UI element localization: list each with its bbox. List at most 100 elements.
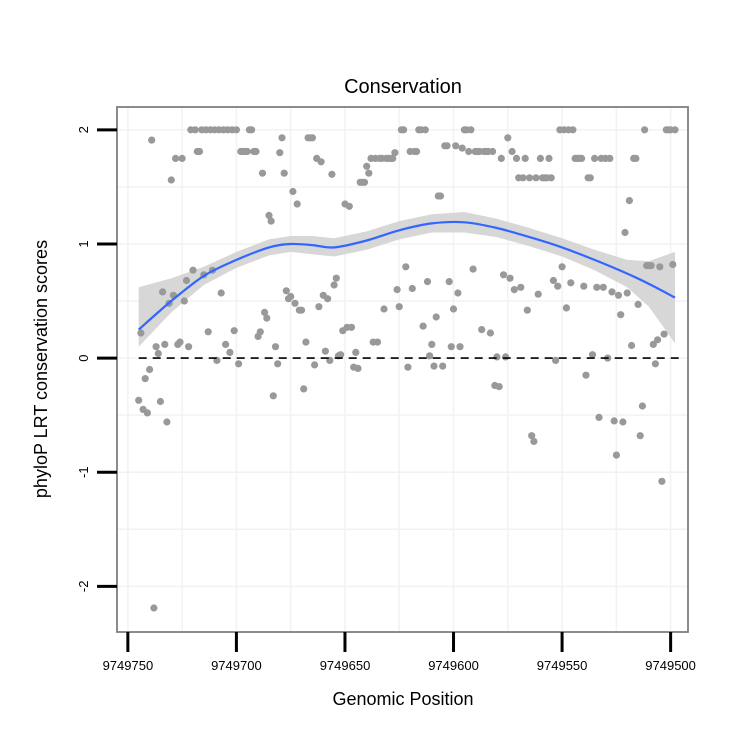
data-point — [608, 288, 616, 296]
data-point — [226, 348, 234, 356]
data-point — [486, 329, 494, 337]
data-point — [549, 276, 558, 285]
data-point — [402, 263, 410, 271]
data-point — [504, 134, 512, 142]
data-point — [628, 341, 636, 350]
data-point — [389, 154, 397, 162]
x-tick-label: 9749550 — [537, 658, 588, 673]
data-point — [332, 274, 340, 282]
data-point — [345, 202, 353, 210]
data-point — [465, 147, 473, 156]
data-point — [569, 126, 577, 134]
data-point — [651, 360, 660, 368]
data-point — [311, 361, 319, 369]
data-point — [445, 278, 453, 286]
data-point — [660, 330, 668, 338]
data-point — [636, 432, 644, 440]
data-point — [176, 338, 184, 346]
data-point — [308, 134, 316, 142]
x-tick-label: 9749500 — [645, 658, 696, 673]
y-axis-label: phyloP LRT conservation scores — [31, 240, 51, 498]
data-point — [497, 154, 505, 162]
data-point — [554, 282, 562, 290]
data-point — [519, 174, 527, 182]
data-point — [232, 126, 240, 134]
data-point — [352, 348, 360, 356]
data-point — [293, 200, 301, 208]
data-point — [610, 417, 618, 425]
data-point — [558, 263, 566, 271]
data-point — [432, 313, 440, 321]
data-point — [467, 126, 475, 134]
chart-title: Conservation — [344, 76, 462, 98]
data-point — [593, 283, 601, 291]
data-point — [167, 176, 175, 184]
data-point — [567, 279, 575, 287]
data-point — [274, 360, 282, 368]
data-point — [586, 174, 594, 182]
y-tick-label: 1 — [76, 240, 91, 247]
plot-area: -2 -1 0 1 2 9749750 9749700 9749650 9749600 97495… — [76, 106, 696, 673]
data-point — [146, 365, 154, 374]
data-point — [421, 126, 429, 134]
data-point — [649, 340, 657, 348]
data-point — [419, 322, 427, 330]
data-point — [436, 192, 445, 200]
data-point — [423, 278, 432, 286]
data-point — [612, 451, 621, 459]
data-point — [599, 283, 607, 291]
data-point — [606, 154, 614, 162]
data-point — [647, 262, 655, 270]
data-point — [430, 362, 438, 370]
data-point — [658, 477, 666, 485]
data-point — [315, 303, 323, 311]
data-point — [413, 147, 421, 156]
data-point — [656, 263, 664, 271]
panel-border — [116, 106, 689, 633]
data-point — [282, 287, 290, 295]
data-point — [545, 154, 553, 162]
data-point — [156, 397, 164, 406]
data-point — [530, 437, 538, 445]
data-point — [458, 144, 466, 152]
data-point — [523, 306, 531, 314]
y-tick-label: 0 — [76, 354, 91, 361]
data-point — [443, 142, 451, 150]
data-point — [191, 126, 199, 134]
data-point — [330, 281, 338, 289]
data-point — [654, 336, 662, 344]
data-point — [182, 276, 191, 285]
data-point — [189, 266, 197, 274]
data-point — [512, 154, 521, 162]
data-point — [489, 147, 497, 156]
y-tick-label: 2 — [76, 126, 91, 133]
data-point — [508, 147, 516, 156]
data-point — [302, 338, 310, 346]
data-point — [263, 314, 271, 322]
data-point — [373, 338, 382, 346]
data-point — [141, 375, 149, 383]
data-point — [552, 356, 560, 364]
data-point — [534, 290, 542, 298]
data-point — [525, 174, 534, 182]
smooth-line — [137, 220, 676, 331]
data-point — [217, 289, 225, 297]
data-point — [324, 295, 332, 303]
data-point — [478, 326, 486, 334]
data-point — [521, 154, 529, 162]
x-tick-label: 9749750 — [103, 658, 154, 673]
data-point — [452, 142, 460, 150]
x-tick-label: 9749600 — [428, 658, 479, 673]
data-point — [454, 289, 462, 297]
data-point — [582, 371, 590, 379]
data-point — [321, 347, 329, 355]
data-point — [578, 154, 586, 162]
data-point — [619, 418, 627, 426]
data-point — [469, 265, 477, 273]
y-tick-label: -2 — [76, 581, 91, 593]
data-point — [456, 343, 464, 351]
data-point — [137, 329, 145, 337]
data-point — [297, 306, 306, 314]
data-point — [276, 149, 284, 157]
